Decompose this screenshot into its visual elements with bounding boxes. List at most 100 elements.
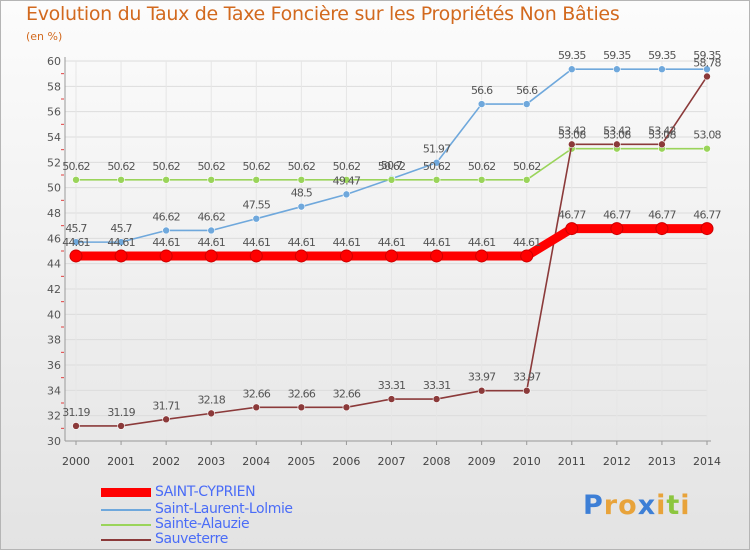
y-tick-label: 34 (47, 384, 61, 397)
x-tick-label: 2007 (378, 455, 406, 468)
data-point (432, 395, 441, 403)
data-point (342, 176, 351, 184)
y-tick-label: 56 (47, 106, 61, 119)
data-label: 50.62 (468, 160, 496, 173)
data-point (387, 395, 396, 403)
data-point (700, 222, 714, 236)
data-label: 31.19 (62, 406, 90, 419)
data-label: 32.66 (288, 387, 316, 400)
data-label: 50.62 (197, 160, 225, 173)
legend-label-saint-cyprien: SAINT-CYPRIEN (155, 484, 256, 500)
data-label: 53.08 (693, 129, 721, 142)
legend-label-sainte-alauzie: Sainte-Alauzie (155, 516, 250, 532)
x-tick-label: 2013 (648, 455, 676, 468)
y-tick-label: 44 (47, 258, 61, 271)
data-label: 50.62 (513, 160, 541, 173)
data-label: 49.47 (333, 174, 361, 187)
data-point (613, 65, 621, 74)
data-label: 51.97 (423, 143, 451, 156)
data-point (114, 249, 128, 263)
data-label: 46.62 (197, 210, 225, 223)
data-point (72, 422, 80, 430)
data-label: 50.62 (243, 160, 271, 173)
y-tick-label: 30 (47, 435, 61, 448)
data-point (475, 249, 489, 263)
data-label: 44.61 (513, 236, 541, 249)
data-point (342, 403, 351, 412)
data-point (610, 222, 624, 236)
data-label: 59.35 (558, 49, 586, 62)
data-label: 50.62 (288, 160, 316, 173)
data-point (69, 249, 83, 263)
data-point (72, 176, 80, 184)
data-point (252, 214, 261, 223)
y-tick-label: 50 (47, 182, 61, 195)
data-point (430, 249, 444, 263)
x-tick-label: 2003 (197, 455, 225, 468)
data-label: 44.61 (152, 236, 180, 249)
logo-letter: P (583, 490, 604, 521)
data-label: 44.61 (468, 236, 496, 249)
data-point (207, 409, 216, 418)
x-tick-label: 2009 (468, 455, 496, 468)
data-point (252, 403, 261, 412)
y-tick-label: 36 (47, 359, 61, 372)
data-label: 44.61 (243, 236, 271, 249)
data-label: 50.62 (152, 160, 180, 173)
data-label: 53.42 (603, 124, 631, 137)
data-label: 53.42 (648, 124, 676, 137)
chart-subtitle: (en %) (26, 30, 63, 43)
data-point (249, 249, 263, 263)
data-point (297, 403, 306, 412)
proxiti-logo: Proxiti (583, 490, 691, 521)
data-point (297, 202, 306, 211)
data-label: 59.35 (693, 49, 721, 62)
chart-title: Evolution du Taux de Taxe Foncière sur l… (26, 3, 620, 25)
logo-letter: t (666, 490, 681, 521)
data-point (339, 249, 353, 263)
data-point (477, 386, 486, 395)
data-point (703, 72, 711, 81)
data-label: 50.7 (381, 159, 403, 172)
data-point (117, 422, 125, 430)
x-tick-label: 2010 (513, 455, 541, 468)
data-label: 50.62 (423, 160, 451, 173)
data-point (387, 176, 396, 184)
data-point (204, 249, 218, 263)
x-tick-label: 2006 (332, 455, 360, 468)
legend-label-saint-laurent-lolmie: Saint-Laurent-Lolmie (155, 501, 293, 517)
data-label: 46.77 (603, 209, 631, 222)
data-point (162, 226, 170, 235)
data-label: 53.08 (558, 129, 586, 142)
data-label: 50.62 (333, 160, 361, 173)
data-label: 45.7 (65, 222, 87, 235)
data-label: 44.61 (288, 236, 316, 249)
data-point (432, 158, 441, 167)
data-point (565, 222, 579, 236)
y-tick-label: 32 (47, 410, 61, 423)
data-label: 33.97 (513, 371, 541, 384)
x-tick-label: 2012 (603, 455, 631, 468)
legend-swatch-sainte-alauzie (101, 524, 151, 526)
data-point (117, 238, 125, 246)
legend-swatch-sauveterre (101, 539, 151, 541)
data-point (703, 144, 711, 153)
y-tick-label: 52 (47, 156, 61, 169)
data-label: 44.61 (62, 236, 90, 249)
data-label: 53.08 (603, 129, 631, 142)
data-point (159, 249, 173, 263)
data-point (655, 222, 669, 236)
data-label: 53.42 (558, 124, 586, 137)
data-point (520, 249, 534, 263)
data-label: 44.61 (197, 236, 225, 249)
y-tick-label: 40 (47, 308, 61, 321)
x-tick-label: 2008 (423, 455, 451, 468)
data-point (567, 140, 576, 149)
data-label: 32.66 (243, 387, 271, 400)
y-tick-label: 58 (47, 80, 61, 93)
data-label: 56.6 (471, 84, 493, 97)
data-label: 50.62 (107, 160, 135, 173)
data-label: 44.61 (423, 236, 451, 249)
data-label: 44.61 (107, 236, 135, 249)
logo-letter: r (603, 490, 619, 521)
